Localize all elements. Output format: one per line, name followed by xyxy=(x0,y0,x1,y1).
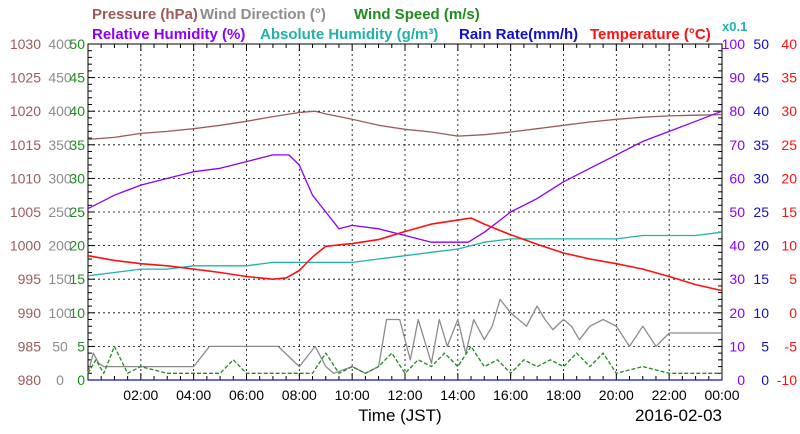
series-line-wind-direction xyxy=(87,298,722,374)
rain-tick-label: 5 xyxy=(761,338,769,354)
temperature-tick-label: 35 xyxy=(781,70,797,86)
wind-speed-tick-label: 50 xyxy=(69,36,85,52)
humidity-tick-label: 10 xyxy=(729,338,745,354)
wind-direction-tick-label: 400 xyxy=(48,103,72,119)
wind-speed-tick-label: 30 xyxy=(69,170,85,186)
pressure-tick-label: 1005 xyxy=(10,204,41,220)
temperature-tick-label: -10 xyxy=(777,372,797,388)
rain-tick-label: 10 xyxy=(753,305,769,321)
time-tick-label: 02:00 xyxy=(123,387,158,403)
rain-tick-label: 25 xyxy=(753,204,769,220)
wind-direction-tick-label: 450 xyxy=(48,70,72,86)
pressure-tick-label: 1030 xyxy=(10,36,41,52)
wind-direction-tick-label: 50 xyxy=(52,338,68,354)
temperature-tick-label: 15 xyxy=(781,204,797,220)
wind-direction-tick-label: 100 xyxy=(48,305,72,321)
time-tick-label: 06:00 xyxy=(229,387,264,403)
humidity-tick-label: 90 xyxy=(729,70,745,86)
legend-pressure: Pressure (hPa) xyxy=(92,6,198,23)
wind-direction-tick-label: 150 xyxy=(48,271,72,287)
wind-direction-tick-label: 0 xyxy=(56,372,64,388)
legend-temperature: Temperature (°C) xyxy=(590,26,711,43)
series-line-wind-speed xyxy=(87,345,722,374)
time-tick-label: 20:00 xyxy=(599,387,634,403)
time-tick-label: 14:00 xyxy=(440,387,475,403)
humidity-tick-label: 100 xyxy=(722,36,746,52)
time-tick-label: 18:00 xyxy=(546,387,581,403)
wind-direction-tick-label: 350 xyxy=(48,137,72,153)
time-tick-label: 12:00 xyxy=(387,387,422,403)
series-line-humidity xyxy=(87,231,723,277)
wind-direction-tick-label: 250 xyxy=(48,204,72,220)
date-label: 2016-02-03 xyxy=(635,406,722,425)
humidity-tick-label: 20 xyxy=(729,305,745,321)
wind-speed-tick-label: 25 xyxy=(69,204,85,220)
series-line-temperature xyxy=(87,217,723,292)
temperature-tick-label: 25 xyxy=(781,137,797,153)
humidity-tick-label: 40 xyxy=(729,238,745,254)
rain-tick-label: 45 xyxy=(753,70,769,86)
time-tick-label: 16:00 xyxy=(493,387,528,403)
pressure-tick-label: 990 xyxy=(18,305,42,321)
wind-speed-tick-label: 10 xyxy=(69,305,85,321)
time-tick-label: 04:00 xyxy=(176,387,211,403)
temperature-tick-label: 20 xyxy=(781,170,797,186)
pressure-tick-label: 1000 xyxy=(10,238,41,254)
temperature-tick-label: 40 xyxy=(781,36,797,52)
pressure-tick-label: 980 xyxy=(18,372,42,388)
plot-area: 1030102510201015101010051000995990985980… xyxy=(10,36,797,403)
wind-direction-tick-label: 200 xyxy=(48,238,72,254)
humidity-tick-label: 30 xyxy=(729,271,745,287)
legend-wind-direction: Wind Direction (°) xyxy=(200,6,326,23)
rain-tick-label: 50 xyxy=(753,36,769,52)
temperature-tick-label: 0 xyxy=(789,305,797,321)
wind-direction-tick-label: 300 xyxy=(48,170,72,186)
wind-speed-tick-label: 20 xyxy=(69,238,85,254)
legend-relative-humidity: Relative Humidity (%) xyxy=(92,26,245,43)
rain-tick-label: 20 xyxy=(753,238,769,254)
pressure-tick-label: 995 xyxy=(18,271,42,287)
temperature-tick-label: 30 xyxy=(781,103,797,119)
series-line-pressure xyxy=(87,110,723,141)
temperature-tick-label: 5 xyxy=(789,271,797,287)
abs-humidity-scale: x0.1 xyxy=(722,19,747,34)
wind-speed-tick-label: 40 xyxy=(69,103,85,119)
rain-tick-label: 15 xyxy=(753,271,769,287)
time-tick-label: 10:00 xyxy=(335,387,370,403)
rain-tick-label: 0 xyxy=(761,372,769,388)
wind-direction-tick-label: 400 xyxy=(48,36,72,52)
time-tick-label: 08:00 xyxy=(282,387,317,403)
wind-speed-tick-label: 0 xyxy=(77,372,85,388)
temperature-tick-label: 10 xyxy=(781,238,797,254)
humidity-tick-label: 0 xyxy=(737,372,745,388)
legend-wind-speed: Wind Speed (m/s) xyxy=(354,6,480,23)
time-tick-label: 22:00 xyxy=(652,387,687,403)
wind-speed-tick-label: 15 xyxy=(69,271,85,287)
humidity-tick-label: 50 xyxy=(729,204,745,220)
humidity-tick-label: 70 xyxy=(729,137,745,153)
legend: Pressure (hPa) Wind Direction (°) Wind S… xyxy=(92,6,747,43)
pressure-tick-label: 1010 xyxy=(10,170,41,186)
pressure-tick-label: 1015 xyxy=(10,137,41,153)
wind-speed-tick-label: 35 xyxy=(69,137,85,153)
x-axis-title: Time (JST) xyxy=(358,406,441,425)
rain-tick-label: 35 xyxy=(753,137,769,153)
pressure-tick-label: 985 xyxy=(18,338,42,354)
legend-rain-rate: Rain Rate(mm/h) xyxy=(459,26,578,43)
series-line-humidity xyxy=(87,110,723,243)
pressure-tick-label: 1020 xyxy=(10,103,41,119)
humidity-tick-label: 80 xyxy=(729,103,745,119)
pressure-tick-label: 1025 xyxy=(10,70,41,86)
time-tick-label: 00:00 xyxy=(704,387,739,403)
temperature-tick-label: -5 xyxy=(785,338,798,354)
rain-tick-label: 40 xyxy=(753,103,769,119)
wind-speed-tick-label: 5 xyxy=(77,338,85,354)
wind-speed-tick-label: 45 xyxy=(69,70,85,86)
legend-absolute-humidity: Absolute Humidity (g/m³) xyxy=(260,26,438,43)
rain-tick-label: 30 xyxy=(753,170,769,186)
humidity-tick-label: 60 xyxy=(729,170,745,186)
